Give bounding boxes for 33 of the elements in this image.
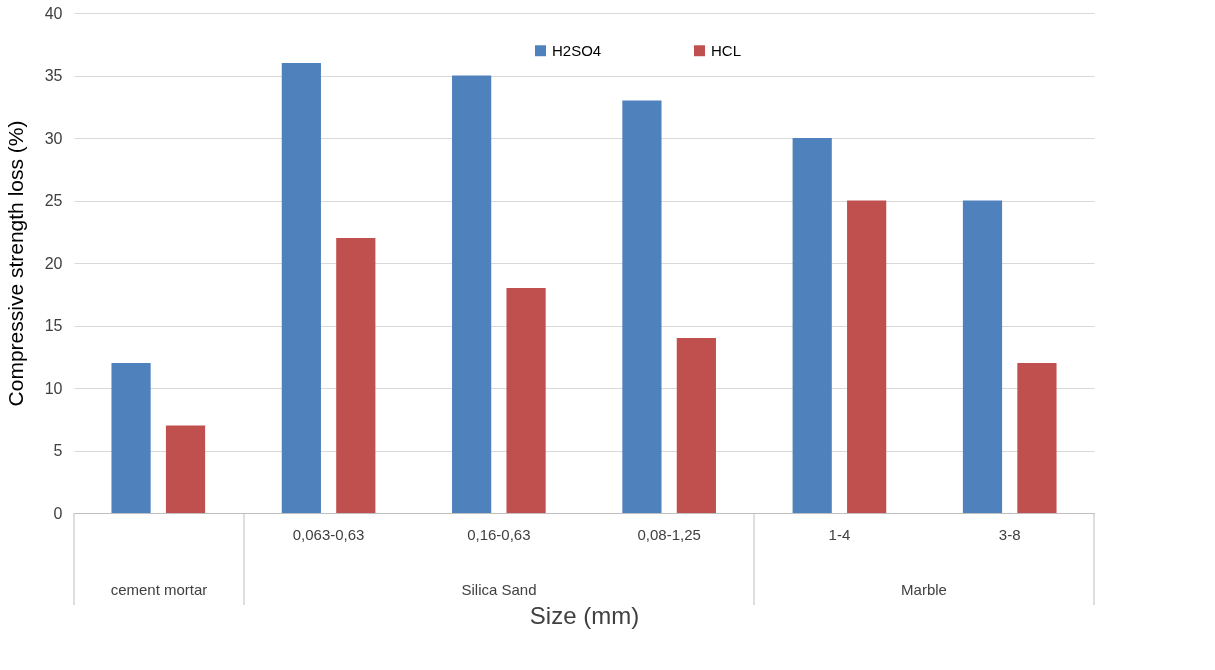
legend-label: H2SO4 bbox=[552, 41, 602, 59]
text: Silica Sand bbox=[461, 581, 537, 598]
legend-label: HCL bbox=[711, 41, 742, 59]
text: cement mortar bbox=[110, 581, 208, 598]
y-tick-label: 20 bbox=[44, 254, 63, 272]
bar bbox=[506, 288, 546, 513]
bar bbox=[165, 425, 206, 513]
bar bbox=[622, 100, 662, 513]
bar bbox=[336, 238, 376, 513]
bar bbox=[676, 338, 716, 513]
bar bbox=[962, 200, 1003, 513]
y-tick-label: 35 bbox=[44, 67, 63, 84]
x-tick-label: 3-8 bbox=[998, 525, 1021, 543]
bar bbox=[281, 63, 321, 513]
bar bbox=[792, 138, 832, 513]
y-tick-label: 0 bbox=[53, 504, 63, 522]
bar bbox=[111, 363, 151, 513]
text: Marble bbox=[901, 581, 947, 598]
x-tick-label: 0,16-0,63 bbox=[467, 525, 531, 543]
y-tick-label: 30 bbox=[44, 129, 63, 147]
y-tick-label: 40 bbox=[44, 4, 63, 22]
y-tick-label: 25 bbox=[44, 192, 63, 209]
y-tick-label: 5 bbox=[53, 442, 63, 459]
x-tick-label: 1-4 bbox=[828, 525, 851, 543]
bar bbox=[452, 75, 492, 513]
y-tick-label: 10 bbox=[44, 379, 63, 397]
bar bbox=[847, 200, 887, 513]
x-tick-label: 0,063-0,63 bbox=[292, 525, 365, 543]
bar bbox=[1017, 363, 1057, 513]
x-tick-label: 0,08-1,25 bbox=[637, 525, 701, 543]
x-axis-title: Size (mm) bbox=[529, 601, 640, 629]
y-axis-title: Compressive strength loss (%) bbox=[3, 120, 27, 407]
y-tick-label: 15 bbox=[44, 317, 63, 334]
